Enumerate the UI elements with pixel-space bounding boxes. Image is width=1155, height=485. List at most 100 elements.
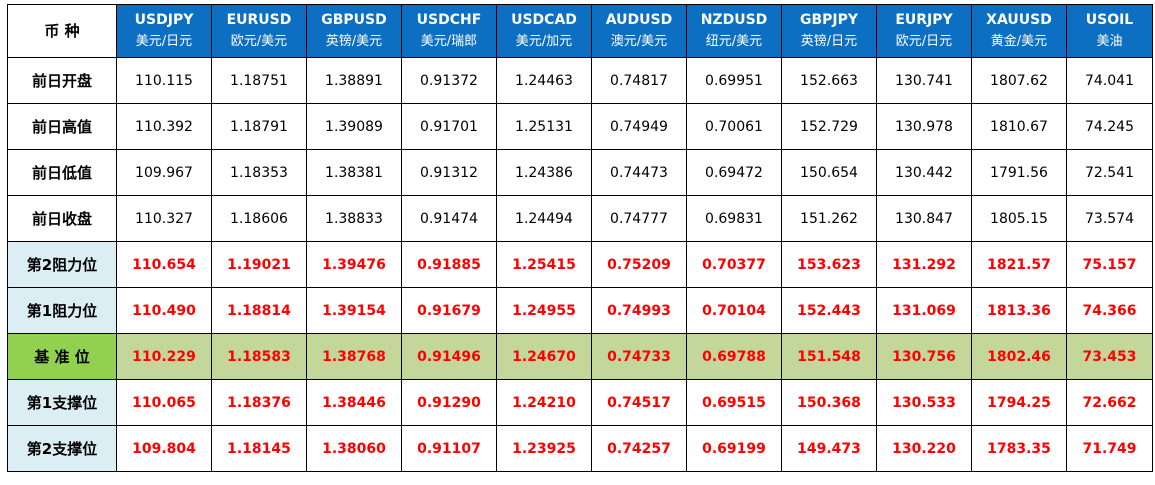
- value-cell: 0.91290: [401, 379, 497, 426]
- value-cell: 0.69951: [686, 57, 782, 104]
- value-cell: 0.74817: [591, 57, 687, 104]
- value-cell: 71.749: [1066, 425, 1153, 472]
- column-header: AUDUSD 澳元/美元: [591, 4, 687, 58]
- value-cell: 1813.36: [971, 287, 1067, 334]
- value-cell: 1783.35: [971, 425, 1067, 472]
- value-cell: 1.39476: [306, 241, 402, 288]
- row-label: 前日收盘: [7, 195, 117, 242]
- value-cell: 1.38833: [306, 195, 402, 242]
- value-cell: 1.24494: [496, 195, 592, 242]
- value-cell: 74.245: [1066, 103, 1153, 150]
- value-cell: 130.220: [876, 425, 972, 472]
- pair-code: USDCAD: [511, 12, 577, 28]
- column-header: XAUUSD 黄金/美元: [971, 4, 1067, 58]
- value-cell: 1.38446: [306, 379, 402, 426]
- value-cell: 0.91885: [401, 241, 497, 288]
- pivot-table: 币 种 USDJPY 美元/日元 EURUSD 欧元/美元 GBPUSD 英镑/美元 USDC…: [7, 4, 1153, 472]
- value-cell: 1.24955: [496, 287, 592, 334]
- value-cell: 151.262: [781, 195, 877, 242]
- row-label: 第2阻力位: [7, 241, 117, 288]
- row-label: 基 准 位: [7, 333, 117, 380]
- value-cell: 0.69788: [686, 333, 782, 380]
- row-label: 前日高值: [7, 103, 117, 150]
- pair-code: NZDUSD: [700, 12, 768, 28]
- value-cell: 0.91701: [401, 103, 497, 150]
- row-label: 第1支撑位: [7, 379, 117, 426]
- value-cell: 130.847: [876, 195, 972, 242]
- value-cell: 0.91312: [401, 149, 497, 196]
- row-label: 前日低值: [7, 149, 117, 196]
- value-cell: 152.663: [781, 57, 877, 104]
- pair-name: 英镑/日元: [800, 34, 858, 49]
- pair-name: 美元/加元: [515, 34, 573, 49]
- value-cell: 150.368: [781, 379, 877, 426]
- pair-name: 美油: [1096, 34, 1123, 49]
- value-cell: 0.91496: [401, 333, 497, 380]
- column-header: EURJPY 欧元/日元: [876, 4, 972, 58]
- data-row: 第2支撑位 109.804 1.18145 1.38060 0.91107 1.23925…: [7, 425, 1153, 472]
- value-cell: 0.91107: [401, 425, 497, 472]
- data-row: 第2阻力位 110.654 1.19021 1.39476 0.91885 1.25415…: [7, 241, 1153, 288]
- pair-name: 欧元/日元: [895, 34, 953, 49]
- value-cell: 1807.62: [971, 57, 1067, 104]
- value-cell: 0.69199: [686, 425, 782, 472]
- value-cell: 0.91474: [401, 195, 497, 242]
- data-row: 前日高值 110.392 1.18791 1.39089 0.91701 1.25131 0…: [7, 103, 1153, 150]
- value-cell: 0.69472: [686, 149, 782, 196]
- value-cell: 1821.57: [971, 241, 1067, 288]
- value-cell: 150.654: [781, 149, 877, 196]
- value-cell: 1.18376: [211, 379, 307, 426]
- pair-name: 欧元/美元: [230, 34, 288, 49]
- value-cell: 73.453: [1066, 333, 1153, 380]
- value-cell: 1.18145: [211, 425, 307, 472]
- value-cell: 110.490: [116, 287, 212, 334]
- data-row: 前日收盘 110.327 1.18606 1.38833 0.91474 1.24494 0…: [7, 195, 1153, 242]
- pair-code: EURUSD: [226, 12, 292, 28]
- value-cell: 1.18606: [211, 195, 307, 242]
- pair-code: USOIL: [1085, 12, 1134, 28]
- pair-code: USDCHF: [416, 12, 482, 28]
- value-cell: 1.18751: [211, 57, 307, 104]
- value-cell: 1.18791: [211, 103, 307, 150]
- value-cell: 72.541: [1066, 149, 1153, 196]
- value-cell: 1.18353: [211, 149, 307, 196]
- value-cell: 1791.56: [971, 149, 1067, 196]
- pair-name: 英镑/美元: [325, 34, 383, 49]
- value-cell: 1802.46: [971, 333, 1067, 380]
- row-label: 第1阻力位: [7, 287, 117, 334]
- value-cell: 1.38381: [306, 149, 402, 196]
- value-cell: 153.623: [781, 241, 877, 288]
- pair-code: GBPJPY: [799, 12, 859, 28]
- value-cell: 74.041: [1066, 57, 1153, 104]
- value-cell: 0.70377: [686, 241, 782, 288]
- value-cell: 152.729: [781, 103, 877, 150]
- pair-name: 美元/日元: [135, 34, 193, 49]
- value-cell: 130.533: [876, 379, 972, 426]
- value-cell: 1.19021: [211, 241, 307, 288]
- column-header: NZDUSD 纽元/美元: [686, 4, 782, 58]
- value-cell: 0.91679: [401, 287, 497, 334]
- data-row: 第1阻力位 110.490 1.18814 1.39154 0.91679 1.24955…: [7, 287, 1153, 334]
- value-cell: 1794.25: [971, 379, 1067, 426]
- value-cell: 1.24463: [496, 57, 592, 104]
- value-cell: 1.18583: [211, 333, 307, 380]
- value-cell: 0.75209: [591, 241, 687, 288]
- value-cell: 0.74949: [591, 103, 687, 150]
- value-cell: 110.065: [116, 379, 212, 426]
- column-header: GBPUSD 英镑/美元: [306, 4, 402, 58]
- value-cell: 0.91372: [401, 57, 497, 104]
- value-cell: 1805.15: [971, 195, 1067, 242]
- column-header: USDCHF 美元/瑞郎: [401, 4, 497, 58]
- value-cell: 1.38891: [306, 57, 402, 104]
- value-cell: 1.38768: [306, 333, 402, 380]
- pair-code: GBPUSD: [321, 12, 387, 28]
- value-cell: 1.24670: [496, 333, 592, 380]
- value-cell: 0.74473: [591, 149, 687, 196]
- pair-name: 纽元/美元: [705, 34, 763, 49]
- value-cell: 149.473: [781, 425, 877, 472]
- value-cell: 110.327: [116, 195, 212, 242]
- value-cell: 130.442: [876, 149, 972, 196]
- value-cell: 0.74733: [591, 333, 687, 380]
- value-cell: 110.229: [116, 333, 212, 380]
